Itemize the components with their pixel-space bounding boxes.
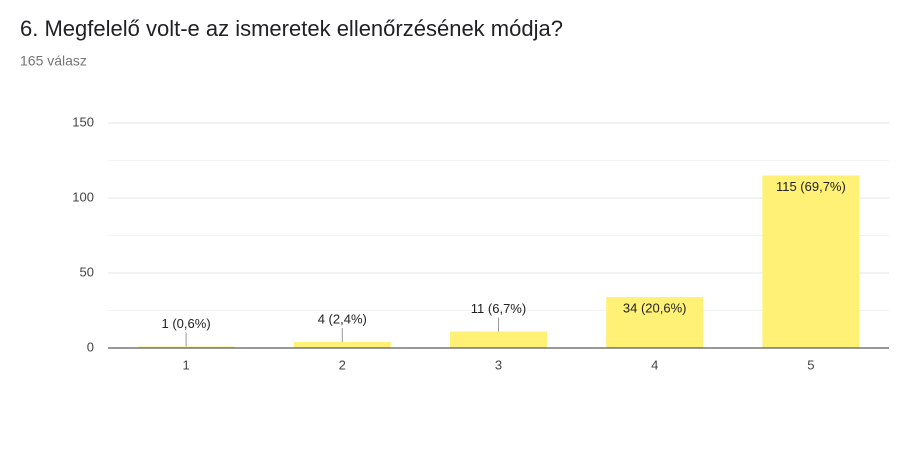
x-tick-label: 3	[495, 357, 502, 372]
data-label: 115 (69,7%)	[776, 179, 846, 194]
x-tick-label: 4	[651, 357, 658, 372]
data-label: 1 (0,6%)	[162, 316, 211, 331]
bar	[293, 342, 391, 348]
chart-subtitle: 165 válasz	[20, 53, 87, 69]
x-tick-label: 2	[339, 357, 346, 372]
x-tick-label: 5	[807, 357, 814, 372]
y-tick-label: 100	[72, 189, 94, 204]
bar	[606, 297, 704, 348]
bar	[450, 331, 547, 348]
x-tick-label: 1	[182, 357, 189, 372]
y-tick-label: 0	[87, 339, 94, 354]
y-tick-label: 50	[80, 264, 94, 279]
data-label: 34 (20,6%)	[623, 300, 687, 315]
data-label: 4 (2,4%)	[318, 311, 367, 326]
chart-title: 6. Megfelelő volt-e az ismeretek ellenőr…	[20, 16, 563, 41]
data-label: 11 (6,7%)	[471, 301, 526, 316]
bar	[137, 346, 235, 348]
bar	[762, 175, 860, 348]
y-tick-label: 150	[72, 114, 94, 129]
